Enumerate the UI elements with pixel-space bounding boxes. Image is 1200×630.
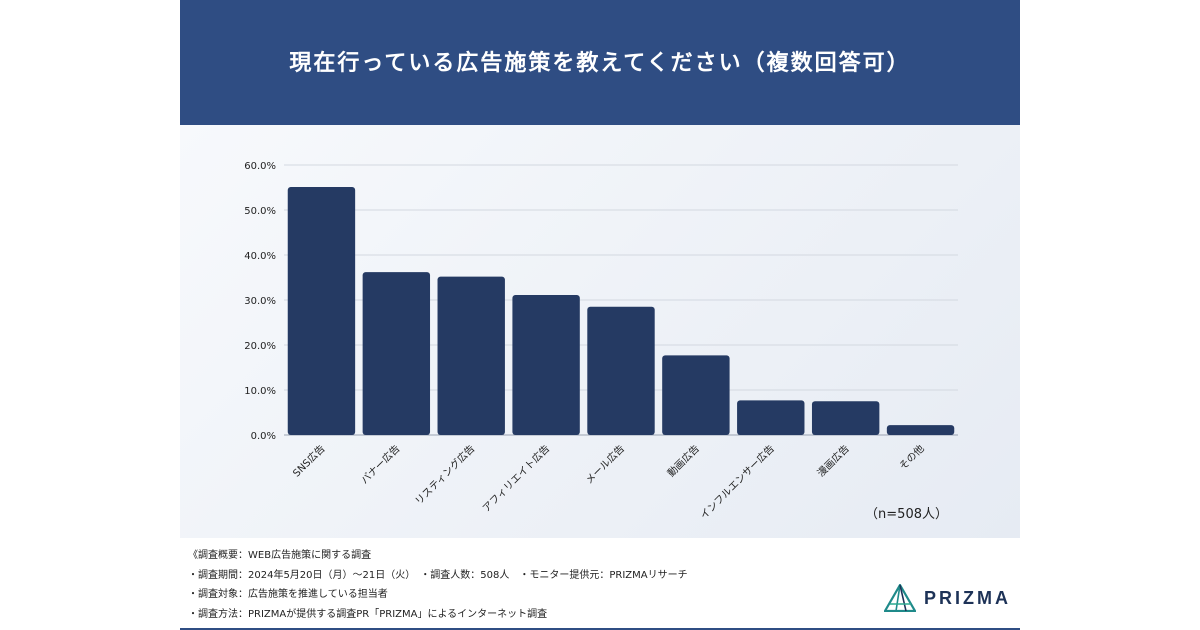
x-tick-label: アフィリエイト広告 <box>480 442 553 515</box>
y-tick-label: 10.0% <box>244 386 276 397</box>
y-tick-label: 40.0% <box>244 251 276 262</box>
y-tick-label: 20.0% <box>244 341 276 352</box>
bar <box>662 355 730 435</box>
y-tick-label: 50.0% <box>244 206 276 217</box>
x-tick-label: バナー広告 <box>358 442 403 487</box>
note-overview: 《調査概要：WEB広告施策に関する調査 <box>188 550 372 561</box>
bar <box>512 295 580 435</box>
y-tick-label: 30.0% <box>244 296 276 307</box>
note-target: ・調査対象：広告施策を推進している担当者 <box>188 589 388 600</box>
logo-text: PRIZMA <box>924 587 1011 608</box>
bar <box>811 401 880 435</box>
bar <box>287 187 356 435</box>
prizma-logo: PRIZMA <box>884 584 1011 612</box>
note-method: ・調査方法：PRIZMAが提供する調査PR「PRIZMA」によるインターネット調… <box>188 608 548 620</box>
chart-header: 現在行っている広告施策を教えてください（複数回答可） <box>180 0 1020 125</box>
bar <box>737 400 805 435</box>
x-tick-label: インフルエンサー広告 <box>697 442 777 522</box>
x-tick-label: 漫画広告 <box>814 442 851 479</box>
prizma-triangle-icon <box>884 584 916 612</box>
x-tick-label: メール広告 <box>583 442 628 487</box>
survey-card: 現在行っている広告施策を教えてください（複数回答可） 0.0% 10.0% 20.0… <box>180 0 1020 630</box>
x-tick-label: SNS広告 <box>290 442 328 480</box>
note-period: ・調査期間：2024年5月20日（月）～21日（火） ・調査人数：508人 ・モ… <box>188 569 688 581</box>
chart-title: 現在行っている広告施策を教えてください（複数回答可） <box>289 50 911 76</box>
x-tick-label: その他 <box>896 442 926 472</box>
bar <box>587 306 655 435</box>
sample-size-note: （n=508人） <box>865 507 948 522</box>
bar-chart: 0.0% 10.0% 20.0% 30.0% 40.0% 50.0% 60.0% SNS広告バ… <box>244 161 958 522</box>
survey-notes: 《調査概要：WEB広告施策に関する調査 ・調査期間：2024年5月20日（月）～… <box>188 546 688 624</box>
chart-panel: 0.0% 10.0% 20.0% 30.0% 40.0% 50.0% 60.0% SNS広告バ… <box>180 125 1020 538</box>
bar <box>437 276 505 435</box>
x-tick-label: リスティング広告 <box>412 442 477 507</box>
y-tick-label: 60.0% <box>244 161 276 172</box>
x-tick-label: 動画広告 <box>665 442 702 479</box>
bar <box>886 425 955 435</box>
y-tick-label: 0.0% <box>251 431 276 442</box>
bar <box>362 272 431 435</box>
survey-footer: 《調査概要：WEB広告施策に関する調査 ・調査期間：2024年5月20日（月）～… <box>180 538 1020 630</box>
